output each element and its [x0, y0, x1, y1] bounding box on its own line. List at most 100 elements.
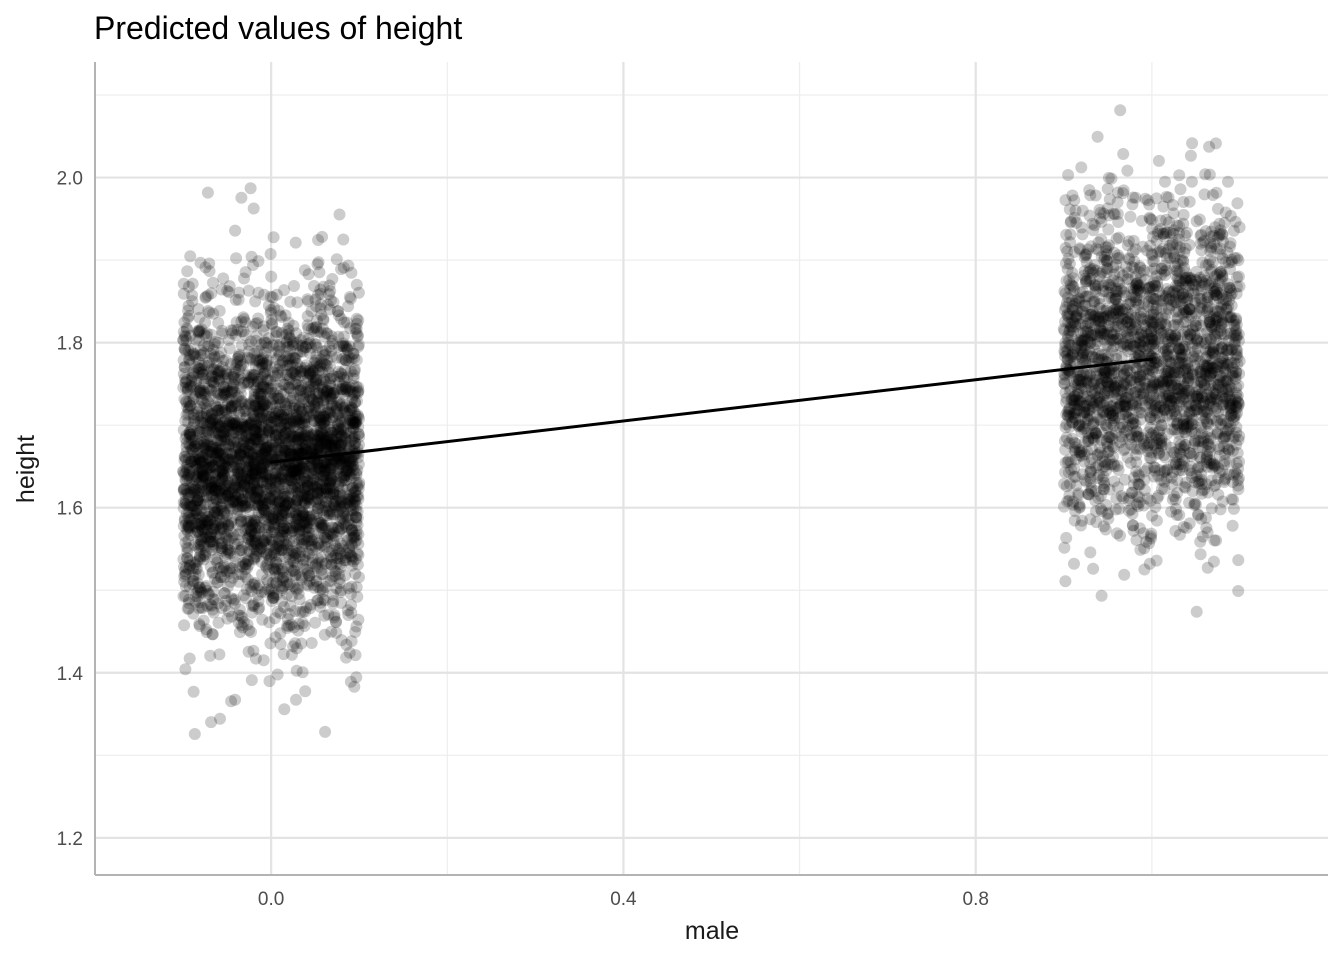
scatter-point — [209, 553, 222, 566]
scatter-point — [1075, 161, 1088, 174]
scatter-point — [336, 474, 349, 487]
scatter-point — [303, 569, 316, 582]
scatter-point — [259, 523, 271, 536]
scatter-point — [261, 441, 274, 454]
scatter-point — [214, 421, 227, 434]
scatter-point — [180, 453, 192, 466]
scatter-point — [212, 427, 225, 440]
scatter-point — [1192, 509, 1205, 522]
scatter-point — [319, 499, 332, 512]
scatter-point — [294, 520, 307, 533]
scatter-point — [312, 483, 325, 496]
scatter-point — [249, 334, 262, 347]
scatter-point — [344, 494, 357, 507]
scatter-point — [206, 628, 219, 641]
scatter-point — [353, 412, 365, 425]
scatter-point — [182, 597, 195, 609]
scatter-point — [344, 365, 357, 378]
scatter-point — [286, 367, 299, 380]
scatter-point — [199, 518, 211, 531]
scatter-point — [1177, 208, 1190, 221]
scatter-point — [282, 436, 295, 449]
scatter-point — [253, 525, 266, 538]
scatter-point — [181, 383, 194, 396]
scatter-point — [189, 493, 202, 506]
scatter-point — [294, 334, 307, 347]
scatter-point — [314, 424, 327, 437]
scatter-point — [1095, 589, 1108, 602]
scatter-point — [213, 648, 226, 661]
scatter-point — [180, 523, 193, 536]
scatter-point — [346, 430, 359, 443]
scatter-point — [236, 541, 249, 554]
scatter-point — [321, 504, 334, 517]
scatter-point — [206, 603, 219, 616]
scatter-point — [326, 529, 339, 542]
scatter-point — [226, 393, 238, 406]
scatter-point — [222, 520, 234, 533]
scatter-point — [321, 354, 333, 367]
scatter-point — [216, 426, 229, 439]
scatter-point — [335, 522, 348, 535]
scatter-point — [199, 541, 212, 553]
scatter-point — [271, 668, 284, 681]
scatter-point — [305, 535, 318, 548]
scatter-point — [246, 606, 259, 619]
scatter-point — [330, 626, 343, 639]
scatter-point — [181, 401, 194, 414]
scatter-point — [340, 638, 353, 651]
scatter-point — [319, 438, 332, 451]
scatter-point — [316, 482, 329, 495]
scatter-point — [230, 391, 243, 404]
scatter-point — [278, 703, 291, 716]
scatter-point — [317, 469, 330, 481]
scatter-point — [275, 409, 288, 422]
scatter-point — [316, 365, 329, 378]
scatter-point — [221, 612, 234, 625]
scatter-point — [344, 675, 357, 688]
scatter-point — [235, 619, 248, 632]
scatter-point — [194, 529, 207, 542]
scatter-point — [216, 361, 229, 373]
scatter-point — [308, 280, 320, 292]
scatter-point — [304, 404, 317, 417]
scatter-point — [247, 202, 260, 215]
scatter-point — [181, 487, 194, 500]
scatter-point — [329, 495, 342, 508]
scatter-point — [349, 567, 362, 580]
scatter-point — [180, 485, 193, 497]
scatter-point — [252, 433, 264, 446]
scatter-point — [314, 374, 327, 387]
scatter-point — [195, 516, 208, 529]
scatter-point — [325, 480, 337, 493]
scatter-point — [1117, 148, 1130, 160]
scatter-point — [293, 418, 306, 431]
scatter-point — [232, 430, 245, 443]
scatter-point — [195, 349, 208, 362]
scatter-point — [184, 379, 197, 392]
scatter-point — [249, 461, 262, 474]
scatter-point — [296, 666, 309, 679]
scatter-point — [180, 474, 193, 487]
scatter-point — [259, 510, 272, 523]
scatter-point — [231, 352, 244, 365]
scatter-point — [282, 537, 295, 550]
scatter-point — [197, 441, 210, 454]
scatter-point — [209, 469, 222, 482]
scatter-point — [212, 479, 225, 492]
scatter-point — [219, 404, 232, 417]
scatter-point — [180, 429, 193, 442]
scatter-point — [263, 675, 276, 688]
scatter-point — [296, 538, 309, 551]
scatter-point — [210, 450, 223, 463]
scatter-point — [197, 549, 210, 562]
scatter-point — [310, 320, 323, 333]
scatter-point — [251, 375, 264, 388]
scatter-point — [350, 468, 363, 481]
scatter-point — [301, 535, 314, 548]
scatter-point — [296, 524, 309, 537]
scatter-point — [233, 492, 246, 505]
scatter-point — [243, 397, 256, 410]
scatter-point — [177, 465, 190, 478]
scatter-point — [215, 537, 228, 550]
